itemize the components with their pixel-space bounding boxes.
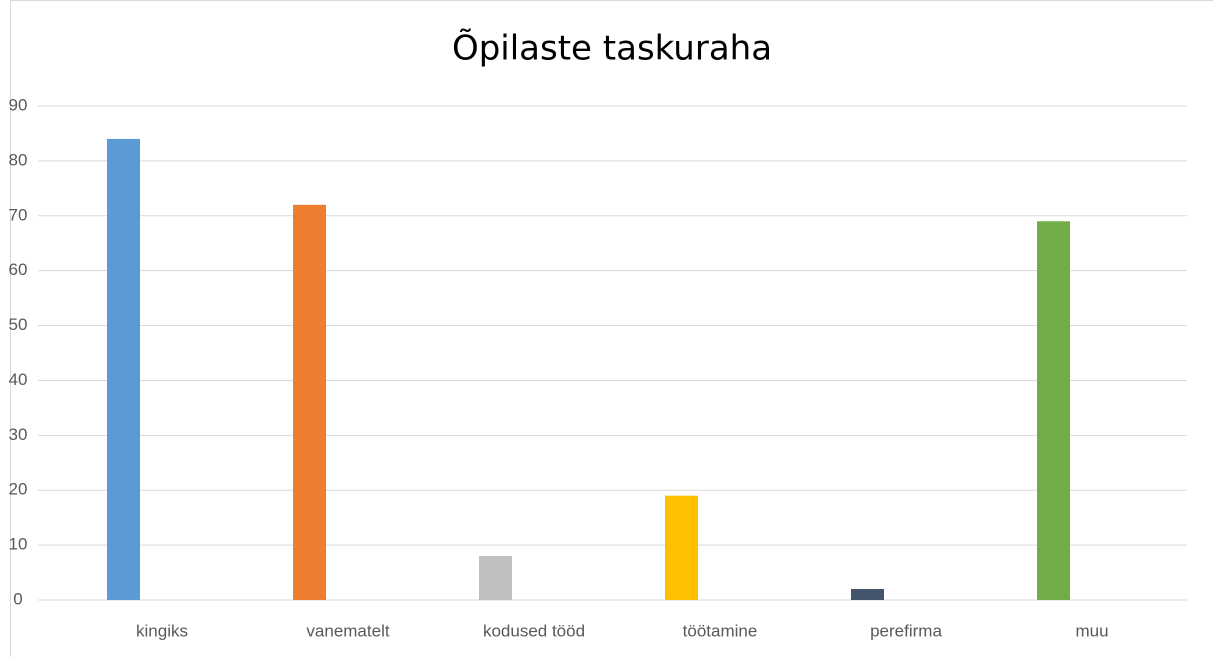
- chart-border: [10, 0, 1213, 657]
- y-tick-label: 90: [9, 95, 28, 114]
- y-tick-label: 60: [9, 260, 28, 279]
- bar: [293, 204, 326, 601]
- x-tick-label: muu: [1075, 621, 1108, 640]
- y-tick-label: 50: [9, 315, 28, 334]
- y-tick-label: 10: [9, 535, 28, 554]
- bar: [1037, 221, 1070, 600]
- y-tick-label: 80: [9, 150, 28, 169]
- y-tick-label: 30: [9, 425, 28, 444]
- x-tick-label: vanematelt: [306, 621, 389, 640]
- x-tick-label: perefirma: [870, 621, 942, 640]
- x-tick-label: kodused tööd: [483, 621, 585, 640]
- bar: [479, 556, 512, 600]
- chart-title: Õpilaste taskuraha: [452, 28, 772, 69]
- bar: [107, 138, 140, 600]
- x-tick-label: töötamine: [683, 621, 758, 640]
- x-tick-label: kingiks: [136, 621, 188, 640]
- bar: [851, 589, 884, 600]
- y-tick-label: 70: [9, 205, 28, 224]
- y-tick-label: 0: [13, 589, 22, 608]
- y-tick-label: 40: [9, 370, 28, 389]
- y-tick-label: 20: [9, 480, 28, 499]
- bar: [665, 495, 698, 600]
